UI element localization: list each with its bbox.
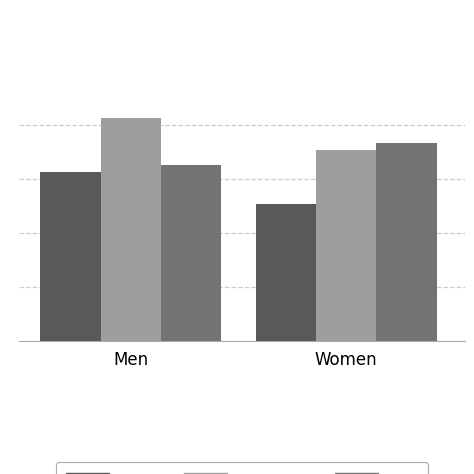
Bar — [316, 150, 376, 341]
Bar — [256, 204, 316, 341]
Bar — [161, 165, 221, 341]
Bar — [101, 118, 161, 341]
Legend: Normal, Overweight, Obe: Normal, Overweight, Obe — [55, 462, 428, 474]
Bar — [376, 143, 437, 341]
Bar — [40, 172, 101, 341]
